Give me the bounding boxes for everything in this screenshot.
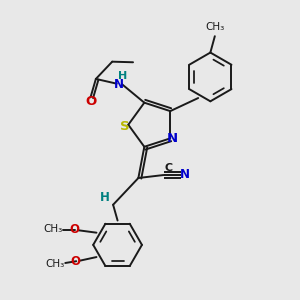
Text: CH₃: CH₃ bbox=[43, 224, 63, 234]
Text: H: H bbox=[100, 191, 110, 204]
Text: O: O bbox=[69, 223, 79, 236]
Text: N: N bbox=[180, 168, 190, 181]
Text: CH₃: CH₃ bbox=[205, 22, 224, 32]
Text: C: C bbox=[164, 163, 173, 172]
Text: S: S bbox=[120, 120, 130, 133]
Text: CH₃: CH₃ bbox=[45, 259, 65, 269]
Text: N: N bbox=[113, 78, 124, 92]
Text: O: O bbox=[85, 95, 96, 108]
Text: H: H bbox=[118, 71, 127, 81]
Text: N: N bbox=[167, 133, 178, 146]
Text: O: O bbox=[71, 255, 81, 268]
